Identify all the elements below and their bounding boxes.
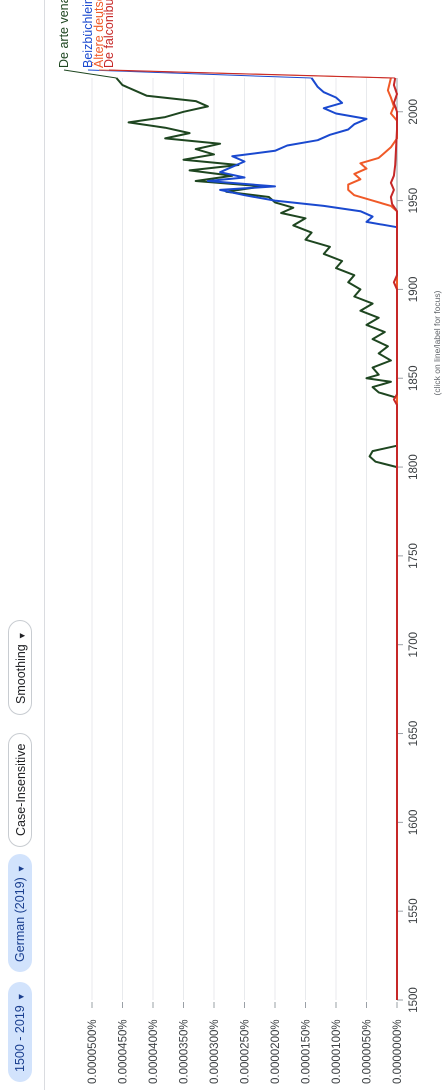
x-tick-label: 1600 — [408, 810, 420, 836]
x-axis: 1500 1550 1600 1650 1700 1750 1800 1850 1900 1950… — [396, 78, 420, 1013]
y-tick-label: 0.0000050% — [362, 1019, 374, 1084]
x-tick-label: 1950 — [408, 188, 420, 214]
y-tick-label: 0.0000000% — [392, 1019, 404, 1084]
series-lines — [115, 77, 398, 1000]
x-tick-label: 1700 — [408, 632, 420, 658]
x-tick-label: 1550 — [408, 898, 420, 924]
x-tick-label: 1500 — [408, 987, 420, 1013]
chart-footnote: (click on line/label for focus) — [432, 290, 442, 395]
series-label-de-arte-venandi-cum-avibus[interactable]: De arte venandi cum avibus — [57, 0, 71, 68]
y-tick-label: 0.0000200% — [270, 1019, 282, 1084]
y-tick-label: 0.0000350% — [179, 1019, 191, 1084]
y-tick-label: 0.0000450% — [118, 1019, 130, 1084]
series-label-leader — [108, 69, 396, 79]
series-line-de-arte-venandi-cum-avibus[interactable] — [115, 77, 398, 1000]
y-tick-label: 0.0000150% — [301, 1019, 313, 1084]
series-label-beizb-chlein[interactable]: Beizbüchlein — [81, 0, 95, 68]
series-line-ltere-deutsche-habichtslehre[interactable] — [347, 77, 398, 1000]
y-tick-label: 0.0000300% — [209, 1019, 221, 1084]
series-label-ltere-deutsche-habichtslehre[interactable]: Ältere deutsche Habichtslehre — [92, 0, 106, 68]
x-tick-label: 2000 — [408, 99, 420, 125]
series-label-leader — [87, 69, 312, 79]
y-tick-label: 0.0000500% — [87, 1019, 99, 1084]
y-axis: 0.0000000% 0.0000050% 0.0000100% 0.0000150%… — [87, 1002, 404, 1084]
y-tick-label: 0.0000100% — [331, 1019, 343, 1084]
x-tick-label: 1800 — [408, 454, 420, 480]
x-tick-label: 1650 — [408, 721, 420, 747]
series-labels: De arte venandi cum avibus BeizbüchleinÄl… — [57, 0, 396, 79]
series-line-beizb-chlein[interactable] — [206, 77, 398, 1000]
series-label-de-falconibus[interactable]: De falconibus — [102, 0, 116, 68]
x-tick-label: 1900 — [408, 277, 420, 303]
y-tick-label: 0.0000400% — [148, 1019, 160, 1084]
series-label-leader — [63, 69, 117, 79]
y-tick-label: 0.0000250% — [240, 1019, 252, 1084]
x-tick-label: 1850 — [408, 365, 420, 391]
series-line-de-falconibus[interactable] — [389, 77, 398, 1000]
x-tick-label: 1750 — [408, 543, 420, 569]
grid-lines — [91, 78, 398, 1000]
